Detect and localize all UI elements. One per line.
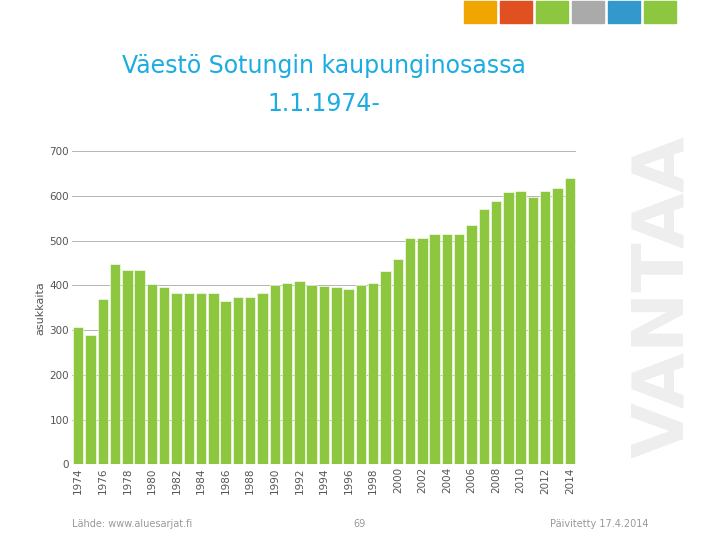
Bar [196, 293, 207, 464]
Bar [184, 293, 194, 464]
Bar [429, 234, 440, 464]
Y-axis label: asukkaita: asukkaita [35, 281, 45, 335]
Bar [257, 293, 268, 464]
Bar [528, 197, 539, 464]
Bar [159, 287, 169, 464]
Text: 1.1.1974-: 1.1.1974- [268, 92, 380, 116]
Bar [454, 234, 464, 464]
Bar [135, 270, 145, 464]
Bar [356, 285, 366, 464]
Bar [552, 188, 563, 464]
Bar [171, 293, 181, 464]
Bar [564, 178, 575, 464]
Bar [479, 210, 489, 464]
Bar [220, 301, 231, 464]
Bar [331, 287, 341, 464]
Bar [233, 296, 243, 464]
Bar [491, 201, 501, 464]
Bar [208, 293, 219, 464]
Bar [85, 335, 96, 464]
Bar [245, 296, 256, 464]
Bar [380, 271, 391, 464]
Text: Lähde: www.aluesarjat.fi: Lähde: www.aluesarjat.fi [72, 519, 192, 529]
Bar [392, 259, 403, 464]
Bar [405, 239, 415, 464]
Bar [122, 270, 132, 464]
Bar [467, 225, 477, 464]
Bar [503, 192, 513, 464]
Bar [516, 192, 526, 464]
Bar [73, 327, 84, 464]
Bar [343, 288, 354, 464]
Text: Väestö Sotungin kaupunginosassa: Väestö Sotungin kaupunginosassa [122, 54, 526, 78]
Bar [441, 234, 452, 464]
Bar [282, 283, 292, 464]
Bar [269, 286, 280, 464]
Bar [147, 284, 157, 464]
Bar [294, 281, 305, 464]
Bar [540, 192, 551, 464]
Bar [417, 238, 428, 464]
Bar [319, 286, 329, 464]
Text: VANTAA: VANTAA [629, 136, 698, 458]
Text: 69: 69 [354, 519, 366, 529]
Bar [307, 286, 317, 464]
Bar [368, 283, 379, 464]
Text: Päivitetty 17.4.2014: Päivitetty 17.4.2014 [549, 519, 648, 529]
Bar [109, 265, 120, 464]
Bar [97, 299, 108, 464]
